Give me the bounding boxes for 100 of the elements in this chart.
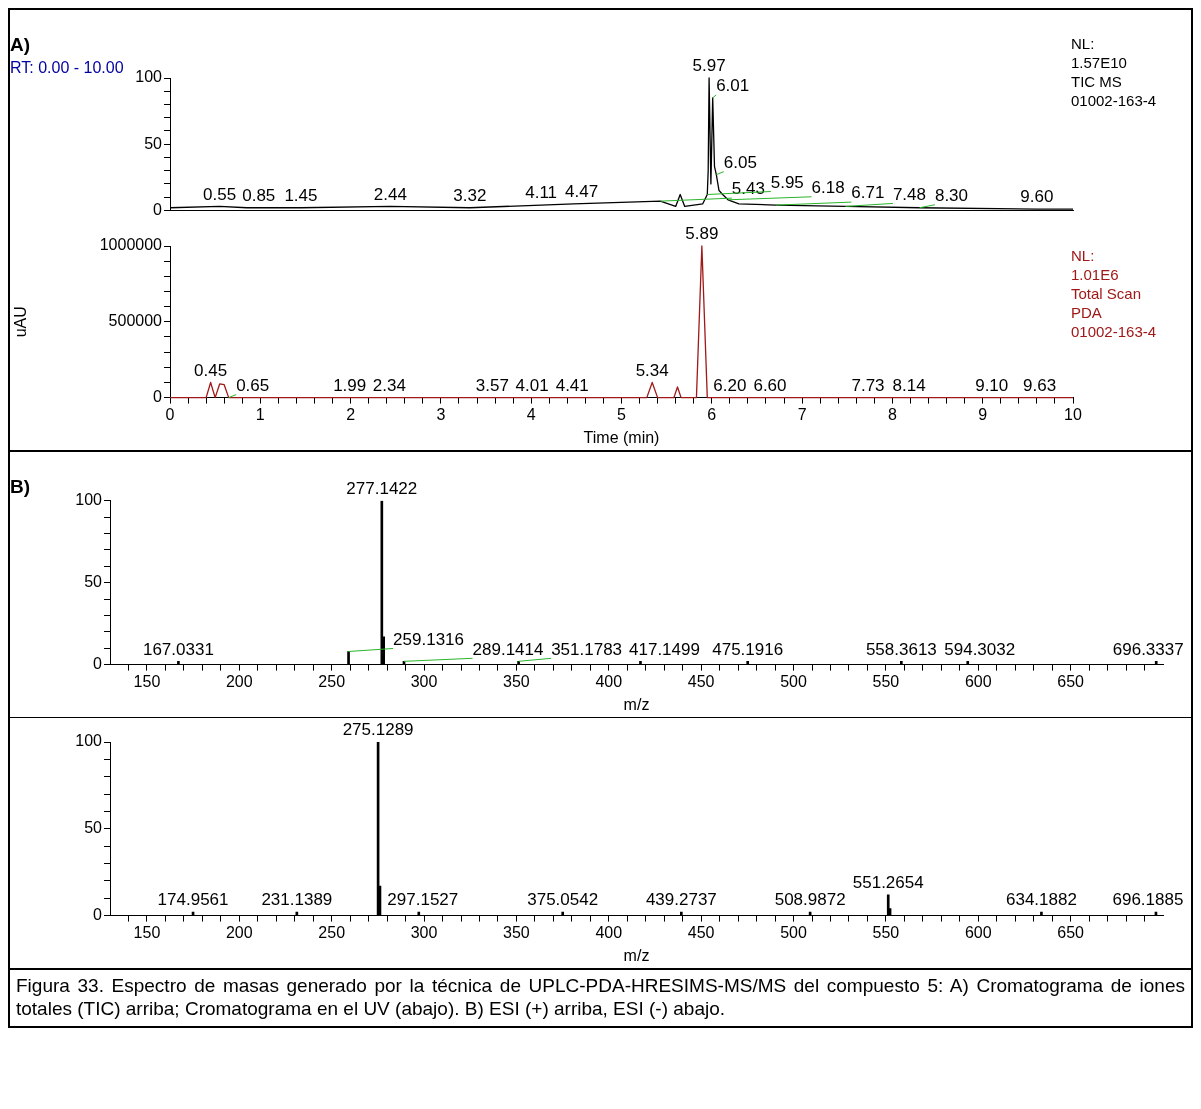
annotation: 6.18 bbox=[811, 178, 845, 197]
annotation: Total Scan bbox=[1071, 284, 1143, 303]
annotation: 8.14 bbox=[892, 375, 926, 395]
annotation: 1.99 bbox=[333, 375, 367, 395]
annotation: 417.1499 bbox=[629, 639, 700, 659]
annotation: 6.05 bbox=[723, 152, 757, 172]
annotation: 2.44 bbox=[373, 184, 407, 204]
annotation: 351.1783 bbox=[551, 639, 623, 659]
annotation: 9.60 bbox=[1020, 187, 1054, 207]
y-tick-label: 500000 bbox=[108, 312, 163, 330]
x-tick-label: 250 bbox=[318, 923, 346, 941]
x-axis-title: m/z bbox=[623, 946, 650, 964]
x-tick-label: 1 bbox=[255, 405, 265, 423]
annotation: 5.43 bbox=[731, 179, 765, 199]
annotation: 594.3032 bbox=[944, 639, 1016, 659]
text: NL: bbox=[1071, 34, 1096, 53]
annotation: 7.73 bbox=[851, 375, 885, 395]
y-tick-label: 50 bbox=[84, 819, 103, 837]
y-tick-label: 100 bbox=[75, 732, 103, 750]
x-tick-label: 3 bbox=[436, 405, 446, 423]
chart-subtitle: RT: 0.00 - 10.00 bbox=[10, 58, 124, 76]
annotation: 5.34 bbox=[635, 360, 669, 380]
annotation: 696.3337 bbox=[1112, 639, 1184, 659]
annotation: 439.2737 bbox=[645, 890, 717, 910]
y-tick-label: 0 bbox=[93, 655, 103, 673]
x-tick-label: 550 bbox=[872, 672, 900, 690]
x-tick-label: 9 bbox=[978, 405, 988, 423]
x-tick-label: 5 bbox=[617, 405, 627, 423]
chart-title: B) bbox=[10, 475, 31, 497]
annotation: 01002-163-4 bbox=[1071, 91, 1158, 110]
x-tick-label: 150 bbox=[133, 672, 161, 690]
x-tick-label: 400 bbox=[595, 672, 623, 690]
annotation: 277.1422 bbox=[346, 478, 418, 498]
x-tick-label: 200 bbox=[225, 672, 253, 690]
x-tick-label: 8 bbox=[887, 405, 897, 423]
x-tick-label: 6 bbox=[707, 405, 717, 423]
x-tick-label: 300 bbox=[410, 923, 438, 941]
annotation: 9.10 bbox=[975, 375, 1009, 395]
y-axis-title: uAU bbox=[12, 306, 30, 338]
x-tick-label: 550 bbox=[872, 923, 900, 941]
annotation: 5.95 bbox=[770, 172, 804, 192]
annotation: PDA bbox=[1071, 303, 1103, 322]
annotation: 6.20 bbox=[713, 375, 747, 395]
annotation: 4.41 bbox=[555, 375, 589, 395]
x-tick-label: 500 bbox=[780, 923, 807, 941]
annotation: 0.45 bbox=[194, 360, 228, 380]
x-tick-label: 500 bbox=[780, 672, 807, 690]
x-tick-label: 150 bbox=[133, 923, 161, 941]
x-tick-label: 250 bbox=[318, 672, 346, 690]
y-tick-label: 0 bbox=[153, 388, 163, 406]
annotation: 558.3613 bbox=[865, 639, 937, 659]
x-tick-label: 350 bbox=[503, 672, 530, 690]
x-tick-label: 600 bbox=[964, 672, 992, 690]
annotation: 375.0542 bbox=[527, 890, 599, 910]
annotation: 4.01 bbox=[515, 375, 549, 395]
text: Figura 33. Espectro de masas generado por la técnica de UPLC-PDA-HRESIMS-MS/MS del compuesto 5: A) Cromatograma de iones totales (TIC) arriba; Cromatograma en el UV (abajo). B) ESI (+) arriba, ESI (-) abajo. bbox=[16, 974, 1185, 1020]
x-tick-label: 650 bbox=[1057, 672, 1085, 690]
annotation: 3.32 bbox=[453, 185, 487, 205]
x-tick-label: 400 bbox=[595, 923, 623, 941]
annotation: 1.45 bbox=[284, 185, 318, 205]
x-tick-label: 10 bbox=[1064, 405, 1082, 423]
x-tick-label: 350 bbox=[503, 923, 530, 941]
annotation: 0.55 bbox=[203, 184, 237, 204]
annotation: 4.47 bbox=[565, 181, 599, 201]
x-tick-label: 200 bbox=[225, 923, 253, 941]
annotation: 634.1882 bbox=[1005, 890, 1077, 910]
x-tick-label: 650 bbox=[1057, 923, 1085, 941]
y-tick-label: 0 bbox=[153, 200, 163, 218]
annotation: 9.63 bbox=[1023, 375, 1057, 395]
annotation: 6.01 bbox=[716, 76, 750, 96]
x-axis-title: Time (min) bbox=[583, 428, 660, 446]
annotation: NL: bbox=[1071, 246, 1096, 265]
x-tick-label: 450 bbox=[687, 923, 715, 941]
y-tick-label: 1000000 bbox=[99, 236, 163, 254]
y-tick-label: 0 bbox=[93, 906, 103, 924]
x-tick-label: 300 bbox=[410, 672, 438, 690]
x-tick-label: 450 bbox=[687, 672, 715, 690]
annotation: 174.9561 bbox=[157, 890, 229, 910]
x-tick-label: 0 bbox=[165, 405, 175, 423]
x-tick-label: 7 bbox=[797, 405, 807, 423]
annotation: 4.11 bbox=[525, 183, 558, 203]
annotation: 2.34 bbox=[372, 375, 406, 395]
annotation: 6.60 bbox=[753, 375, 787, 395]
annotation: 551.2654 bbox=[852, 872, 924, 892]
annotation: 275.1289 bbox=[342, 720, 414, 740]
x-tick-label: 4 bbox=[526, 405, 536, 423]
annotation: 3.57 bbox=[475, 375, 509, 395]
annotation: 5.97 bbox=[692, 56, 726, 76]
x-tick-label: 2 bbox=[346, 405, 356, 423]
y-tick-label: 100 bbox=[135, 68, 163, 86]
annotation: 0.85 bbox=[242, 185, 276, 205]
x-axis-title: m/z bbox=[623, 695, 650, 713]
text: 1.57E10 bbox=[1071, 53, 1128, 72]
annotation: 259.1316 bbox=[393, 629, 465, 649]
annotation: 289.1414 bbox=[472, 639, 544, 659]
annotation: 6.71 bbox=[851, 183, 885, 203]
x-tick-label: 600 bbox=[964, 923, 992, 941]
annotation: TIC MS bbox=[1071, 72, 1123, 91]
annotation: 297.1527 bbox=[387, 890, 459, 910]
annotation: 231.1389 bbox=[261, 890, 333, 910]
